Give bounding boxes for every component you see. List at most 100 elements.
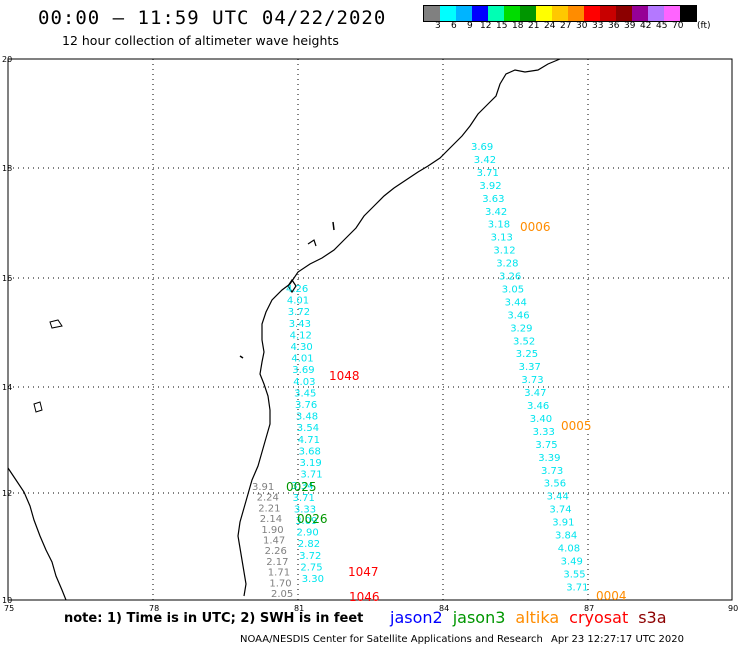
wave-height-value: 3.68 [299, 446, 321, 457]
wave-height-value: 3.84 [555, 531, 577, 542]
wave-height-value: 3.71 [477, 168, 499, 179]
longitude-label: 75 [4, 604, 14, 613]
wave-height-value: 3.74 [549, 505, 571, 516]
color-swatch [472, 6, 488, 21]
wave-height-value: 3.75 [535, 440, 557, 451]
wave-height-value: 3.49 [561, 556, 583, 567]
latitude-label: 16 [2, 274, 12, 283]
color-swatch [680, 6, 696, 21]
longitude-label: 78 [149, 604, 159, 613]
color-swatch [456, 6, 472, 21]
map-title: 00:00 – 11:59 UTC 04/22/2020 [38, 7, 387, 29]
color-scale-tick: 12 [480, 21, 492, 31]
wave-height-value: 1.71 [268, 568, 290, 579]
wave-height-value: 3.28 [496, 259, 518, 270]
satellite-legend-item: altika [515, 608, 560, 627]
wave-height-value: 3.91 [252, 482, 274, 493]
wave-height-value: 3.56 [544, 479, 566, 490]
pass-id-label: 0005 [561, 419, 592, 433]
pass-id-label: 1047 [348, 565, 379, 579]
wave-height-value: 4.12 [290, 330, 312, 341]
wave-height-value: 3.19 [300, 458, 322, 469]
wave-height-value: 2.75 [300, 562, 322, 573]
color-scale-tick: 70 [672, 21, 684, 31]
longitude-label: 87 [584, 604, 594, 613]
wave-height-value: 3.69 [292, 365, 314, 376]
color-swatch [488, 6, 504, 21]
wave-height-value: 3.44 [547, 492, 569, 503]
satellite-legend-item: s3a [638, 608, 667, 627]
satellite-legend: jason2 jason3 altika cryosat s3a [390, 608, 677, 627]
wave-height-value: 3.76 [295, 400, 317, 411]
wave-height-value: 3.18 [488, 220, 510, 231]
wave-height-value: 3.54 [297, 423, 319, 434]
wave-height-value: 3.40 [530, 414, 552, 425]
map-subtitle: 12 hour collection of altimeter wave hei… [62, 33, 339, 48]
wave-height-value: 2.90 [297, 528, 319, 539]
map-border [7, 58, 733, 601]
pass-id-label: 0026 [297, 512, 328, 526]
wave-height-value: 2.14 [260, 514, 282, 525]
wave-height-value: 3.47 [524, 388, 546, 399]
satellite-legend-item: cryosat [569, 608, 629, 627]
color-swatch [568, 6, 584, 21]
wave-height-value: 3.30 [302, 574, 324, 585]
pass-identifiers: 0006 0005 0004 1048 1047 1046 0025 0026 [286, 220, 627, 604]
wave-height-value: 3.46 [507, 310, 529, 321]
color-scale-unit: (ft) [697, 21, 711, 31]
wave-height-value: 3.71 [566, 582, 588, 593]
wave-height-value: 3.13 [491, 233, 513, 244]
wave-height-value: 3.73 [521, 375, 543, 386]
pass-id-label: 1048 [329, 369, 360, 383]
color-swatch [536, 6, 552, 21]
wave-height-value: 3.26 [499, 272, 521, 283]
wave-height-value: 3.63 [482, 194, 504, 205]
color-swatch [632, 6, 648, 21]
color-scale-tick: 45 [656, 21, 668, 31]
color-scale-tick: 39 [624, 21, 636, 31]
wave-height-value: 3.73 [541, 466, 563, 477]
wave-height-value: 4.71 [298, 435, 320, 446]
pass-id-label: 0025 [286, 480, 317, 494]
wave-height-value: 2.24 [257, 493, 279, 504]
color-swatch [552, 6, 568, 21]
wave-height-value: 3.72 [288, 307, 310, 318]
color-swatch [616, 6, 632, 21]
wave-height-values: 3.69 3.42 3.71 3.92 3.63 3.42 3.18 3.13 3.12 3.28… [252, 142, 588, 600]
wave-height-value: 3.33 [294, 504, 316, 515]
wave-height-value: 2.26 [265, 546, 287, 557]
wave-height-value: 3.34 [291, 481, 313, 492]
wave-height-value: 3.44 [505, 297, 527, 308]
wave-height-value: 1.47 [263, 536, 285, 547]
wave-height-value: 2.05 [271, 589, 293, 600]
color-scale-tick: 15 [496, 21, 508, 31]
wave-height-value: 4.01 [287, 296, 309, 307]
wave-height-value: 4.26 [286, 284, 308, 295]
color-scale-tick: 30 [576, 21, 588, 31]
wave-height-value: 1.90 [261, 525, 283, 536]
color-swatch [504, 6, 520, 21]
wave-height-value: 3.42 [474, 155, 496, 166]
pass-id-label: 0006 [520, 220, 551, 234]
pass-id-label: 1046 [349, 590, 380, 604]
wave-height-value: 3.33 [533, 427, 555, 438]
wave-height-value: 3.69 [471, 142, 493, 153]
wave-height-value: 4.03 [293, 377, 315, 388]
wave-height-value: 3.05 [502, 284, 524, 295]
wave-height-value: 3.91 [552, 518, 574, 529]
wave-height-value: 3.45 [294, 388, 316, 399]
color-scale-tick: 6 [451, 21, 457, 31]
lat-lon-grid [8, 59, 732, 600]
footer-note: note: 1) Time is in UTC; 2) SWH is in fe… [64, 611, 364, 626]
wave-height-value: 3.43 [289, 319, 311, 330]
wave-height-value: 2.21 [258, 503, 280, 514]
coastline [7, 58, 561, 601]
wave-height-value: 4.08 [558, 543, 580, 554]
wave-height-value: 3.29 [510, 323, 532, 334]
wave-height-value: 3.71 [300, 470, 322, 481]
wave-height-value: 3.72 [299, 551, 321, 562]
wave-height-value: 3.71 [293, 493, 315, 504]
wave-height-value: 3.92 [479, 181, 501, 192]
